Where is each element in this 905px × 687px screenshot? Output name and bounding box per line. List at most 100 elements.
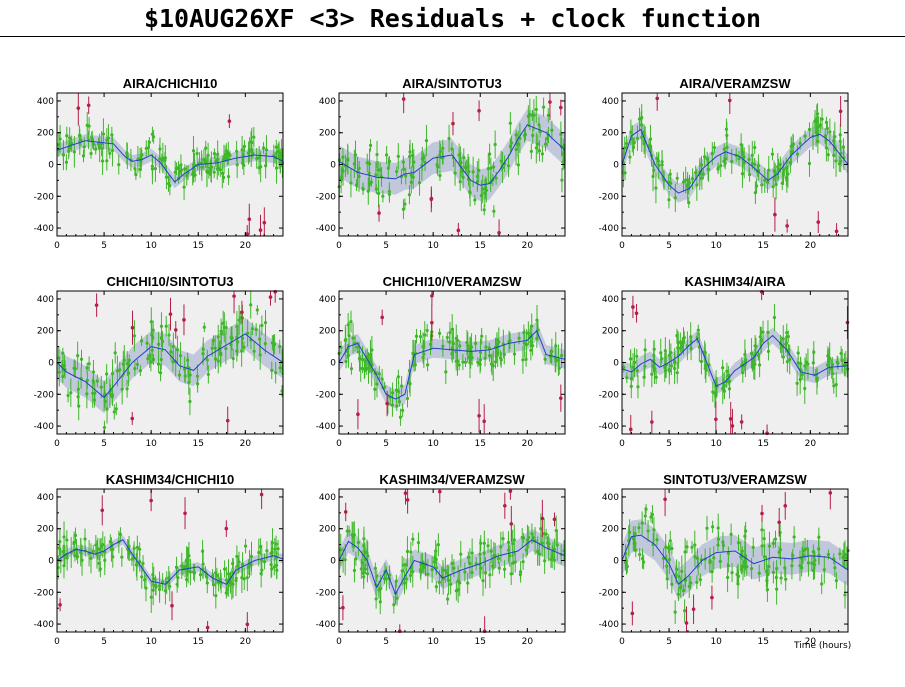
residual-point: [841, 145, 846, 149]
residual-point: [673, 361, 677, 365]
residual-point: [705, 157, 709, 161]
residual-point: [346, 157, 350, 161]
residual-point: [522, 536, 526, 540]
residual-point: [509, 572, 513, 576]
residual-point: [761, 330, 765, 334]
residual-point: [201, 347, 205, 351]
residual-point: [683, 550, 687, 554]
residual-point: [650, 512, 655, 517]
flagged-point: [477, 108, 481, 113]
residual-point: [395, 169, 399, 174]
y-tick-label: -200: [34, 588, 55, 598]
residual-point: [764, 569, 768, 573]
y-tick-label: 200: [37, 525, 54, 535]
residual-point: [401, 408, 405, 412]
residual-point: [344, 359, 348, 364]
residual-point: [817, 535, 821, 539]
y-tick-label: -200: [316, 192, 337, 202]
flagged-point: [730, 424, 735, 428]
residual-point: [438, 173, 442, 178]
residual-point: [437, 580, 442, 584]
residual-point: [409, 180, 413, 184]
x-tick-label: 20: [522, 439, 534, 449]
residual-point: [173, 170, 177, 174]
residual-point: [97, 561, 101, 566]
residual-point: [469, 345, 474, 349]
flagged-point: [58, 602, 62, 607]
flagged-point: [183, 511, 187, 516]
residual-point: [446, 578, 451, 582]
residual-point: [402, 167, 406, 171]
residual-point: [149, 595, 153, 599]
residual-point: [211, 583, 216, 587]
residual-point: [635, 136, 640, 140]
chart-panel: -400 -200 0 200 400 0 5 10 15 20 CHICHI10/SINTOTU3: [34, 274, 284, 449]
residual-point: [159, 324, 164, 328]
residual-point: [635, 369, 639, 373]
residual-point: [629, 384, 633, 388]
residual-point: [62, 535, 66, 539]
residual-point: [798, 564, 802, 568]
residual-point: [167, 333, 171, 337]
residual-point: [760, 528, 764, 532]
residual-point: [703, 155, 707, 159]
residual-point: [798, 377, 802, 382]
flagged-point: [451, 121, 455, 126]
residual-point: [499, 159, 503, 163]
y-tick-label: 0: [48, 557, 54, 567]
residual-point: [634, 548, 638, 552]
panel-title: CHICHI10/VERAMZSW: [383, 274, 522, 289]
residual-point: [716, 166, 720, 170]
residual-point: [776, 167, 781, 171]
residual-point: [87, 124, 91, 128]
residual-point: [687, 584, 691, 589]
residual-point: [659, 351, 663, 355]
residual-point: [205, 170, 209, 174]
residual-point: [441, 568, 445, 572]
residual-point: [754, 184, 759, 188]
flagged-point: [258, 228, 263, 232]
residual-point: [827, 360, 831, 364]
residual-point: [632, 360, 637, 365]
residual-point: [157, 342, 161, 346]
residual-point: [125, 362, 129, 366]
residual-point: [367, 182, 372, 186]
residual-point: [95, 379, 99, 383]
flagged-point: [182, 318, 186, 322]
residual-point: [712, 556, 716, 560]
residual-point: [631, 365, 635, 369]
residual-point: [400, 569, 404, 573]
residual-point: [206, 153, 210, 157]
residual-point: [690, 177, 695, 181]
residual-point: [784, 176, 788, 180]
residual-point: [443, 568, 447, 572]
residual-point: [725, 145, 729, 149]
residual-point: [438, 149, 443, 154]
residual-point: [260, 568, 264, 572]
residual-point: [467, 169, 471, 174]
residual-point: [449, 582, 453, 586]
residual-point: [831, 372, 835, 376]
residual-point: [473, 198, 477, 202]
residual-point: [665, 564, 669, 568]
residual-point: [810, 561, 814, 565]
residual-point: [687, 201, 691, 205]
residual-point: [704, 368, 708, 372]
residual-point: [478, 358, 483, 362]
y-tick-label: 200: [37, 327, 54, 337]
residual-point: [736, 574, 741, 578]
plot-area: [57, 93, 283, 236]
flagged-point: [377, 211, 381, 215]
residual-point: [146, 146, 151, 150]
y-tick-label: 200: [602, 327, 619, 337]
residual-point: [770, 152, 775, 156]
residual-point: [89, 151, 93, 156]
flagged-point: [714, 417, 718, 422]
residual-point: [378, 600, 382, 604]
residual-point: [778, 162, 782, 167]
x-tick-label: 5: [383, 637, 389, 647]
residual-point: [781, 171, 786, 175]
y-tick-label: -200: [316, 390, 337, 400]
residual-point: [423, 333, 427, 337]
residual-point: [775, 566, 779, 571]
